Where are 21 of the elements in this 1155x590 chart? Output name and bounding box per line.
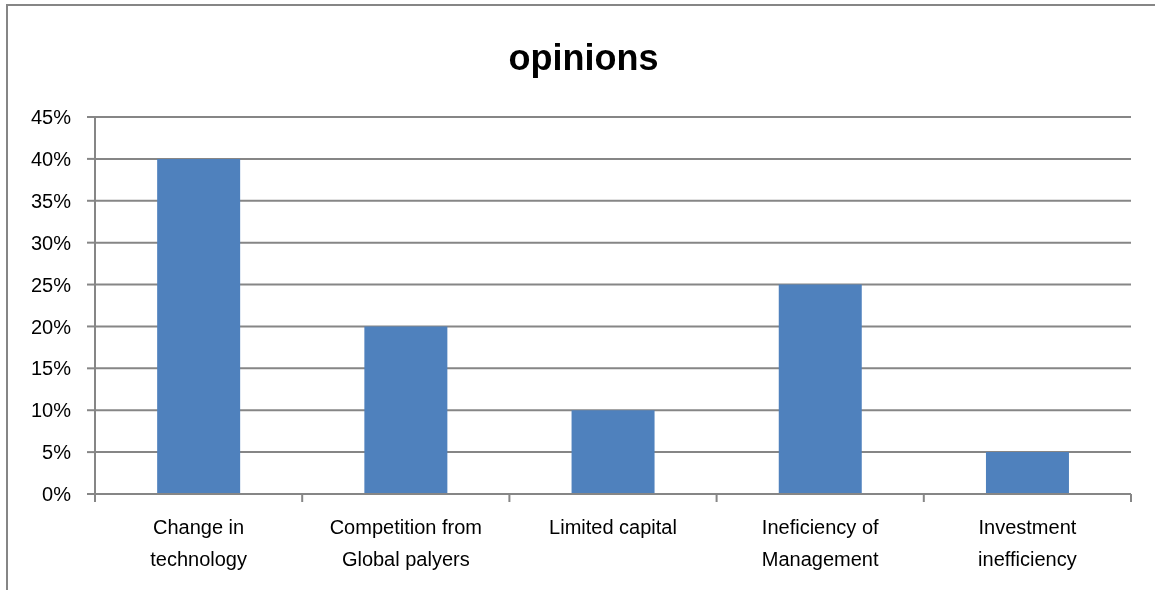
y-tick-label: 40% — [30, 147, 72, 170]
x-tick-label: Investment inefficiency — [978, 516, 1077, 570]
x-tick-label: Competition from Global palyers — [329, 516, 482, 570]
bar — [985, 452, 1069, 494]
bar — [364, 326, 448, 494]
bar — [157, 158, 241, 494]
chart-title: opinions — [507, 36, 660, 80]
y-tick-label: 45% — [30, 106, 72, 129]
y-tick-label: 25% — [30, 273, 72, 296]
y-tick-label: 15% — [30, 357, 72, 380]
x-tick-label: Change in technology — [150, 516, 247, 570]
bar — [778, 284, 862, 494]
y-tick-label: 0% — [42, 483, 72, 506]
y-tick-label: 20% — [30, 315, 72, 338]
y-tick-label: 30% — [30, 231, 72, 254]
y-tick-label: 5% — [42, 441, 72, 464]
y-tick-label: 10% — [30, 399, 72, 422]
x-tick-label: Ineficiency of Management — [761, 516, 880, 570]
x-tick-label: Limited capital — [549, 516, 677, 538]
y-tick-label: 35% — [30, 189, 72, 212]
bar — [571, 410, 655, 494]
